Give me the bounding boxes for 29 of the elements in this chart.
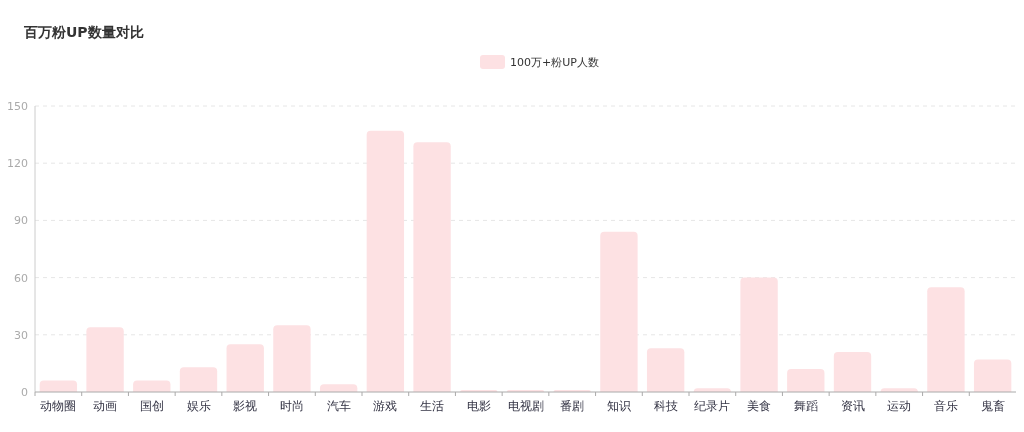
y-tick-label: 0 (21, 386, 28, 399)
x-tick-label: 时尚 (279, 399, 304, 413)
x-tick-label: 国创 (139, 399, 164, 413)
y-tick-label: 30 (14, 328, 28, 342)
x-tick-label: 游戏 (373, 399, 398, 413)
x-tick-label: 汽车 (326, 399, 351, 413)
chart-title: 百万粉UP数量对比 (23, 24, 144, 40)
x-tick-label: 影视 (233, 399, 258, 413)
x-tick-label: 动物圈 (40, 399, 77, 413)
x-tick-label: 资讯 (840, 399, 865, 413)
y-tick-label: 60 (14, 271, 28, 285)
x-tick-label: 生活 (420, 399, 445, 413)
x-tick-label: 科技 (653, 399, 678, 413)
x-tick-label: 电影 (466, 399, 491, 413)
legend-label: 100万+粉UP人数 (510, 56, 599, 69)
x-tick-label: 番剧 (560, 399, 585, 413)
x-tick-label: 美食 (747, 399, 772, 413)
y-tick-label: 150 (7, 100, 28, 113)
x-tick-label: 动画 (93, 399, 118, 413)
x-tick-label: 舞蹈 (793, 399, 818, 413)
x-tick-label: 娱乐 (186, 399, 211, 413)
y-tick-label: 90 (14, 214, 28, 228)
x-tick-label: 电视剧 (507, 399, 544, 413)
x-tick-label: 音乐 (933, 399, 958, 413)
x-tick-label: 运动 (887, 399, 912, 413)
y-tick-label: 120 (7, 157, 28, 171)
x-tick-label: 鬼畜 (980, 399, 1005, 413)
x-tick-label: 纪录片 (694, 399, 731, 413)
x-tick-label: 知识 (606, 399, 631, 413)
